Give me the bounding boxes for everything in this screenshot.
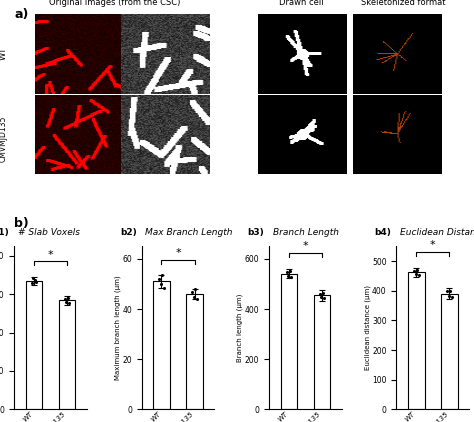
Text: *: *	[302, 241, 308, 252]
Text: 50 μm: 50 μm	[52, 78, 75, 84]
Text: b): b)	[14, 217, 29, 230]
Point	[286, 268, 293, 274]
Text: b4): b4)	[374, 227, 392, 237]
Point	[189, 288, 196, 295]
Point	[320, 295, 328, 301]
Text: *: *	[48, 249, 54, 260]
Point	[190, 293, 198, 300]
Point	[413, 267, 421, 273]
Bar	[59, 300, 75, 409]
Point	[287, 273, 295, 280]
Text: Euclidean Distance: Euclidean Distance	[400, 227, 474, 237]
Point	[443, 288, 451, 295]
Point	[410, 267, 418, 274]
Point	[316, 290, 323, 297]
Text: Original Images (from the CSC): Original Images (from the CSC)	[49, 0, 180, 7]
Point	[318, 294, 325, 300]
Bar	[186, 294, 203, 409]
Text: CMVMJD135: CMVMJD135	[0, 115, 7, 162]
Point	[448, 293, 456, 300]
Bar	[153, 281, 170, 409]
Point	[283, 268, 291, 275]
Point	[64, 295, 72, 301]
Bar	[26, 281, 42, 409]
Point	[61, 295, 69, 302]
Point	[415, 272, 422, 279]
Point	[193, 296, 201, 303]
Point	[445, 293, 452, 300]
Bar	[408, 273, 425, 409]
Text: 50 μm: 50 μm	[52, 158, 75, 164]
Text: *: *	[430, 240, 436, 250]
Text: Max Branch Length: Max Branch Length	[145, 227, 233, 237]
Text: *: *	[175, 248, 181, 258]
Text: WT: WT	[0, 46, 7, 60]
Text: # Slab Voxels: # Slab Voxels	[18, 227, 80, 237]
Point	[29, 275, 37, 282]
Y-axis label: Euclidean distance (μm): Euclidean distance (μm)	[364, 285, 371, 371]
Point	[412, 270, 419, 277]
Point	[33, 279, 40, 285]
Point	[191, 286, 199, 292]
Point	[157, 281, 164, 287]
Point	[63, 299, 70, 306]
Point	[284, 273, 292, 279]
Text: a): a)	[14, 8, 28, 22]
Text: Skeletonized format: Skeletonized format	[361, 0, 446, 7]
Point	[155, 276, 163, 282]
Point	[319, 289, 327, 296]
Bar	[281, 274, 297, 409]
Point	[66, 300, 73, 307]
Y-axis label: Branch length (μm): Branch length (μm)	[237, 294, 243, 362]
Text: b3): b3)	[247, 227, 264, 237]
Y-axis label: Maximum branch length (μm): Maximum branch length (μm)	[114, 276, 121, 380]
Text: b2): b2)	[120, 227, 137, 237]
Point	[160, 284, 168, 291]
Point	[28, 279, 36, 286]
Bar	[441, 294, 458, 409]
Text: b1): b1)	[0, 227, 9, 237]
Bar	[314, 295, 330, 409]
Point	[158, 272, 166, 279]
Point	[447, 287, 454, 294]
Point	[31, 277, 39, 284]
Text: Drawn cell: Drawn cell	[279, 0, 323, 7]
Text: Branch Length: Branch Length	[273, 227, 339, 237]
